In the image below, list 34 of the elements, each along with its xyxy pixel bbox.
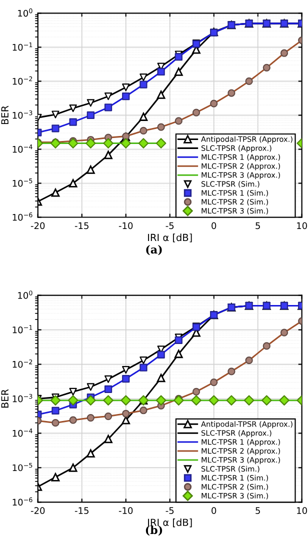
- y-tick-label: 10$^{−5}$: [12, 462, 32, 472]
- y-tick-label: 10$^{−5}$: [12, 178, 32, 187]
- x-tick-label: -5: [166, 507, 174, 514]
- x-tick-label: -20: [30, 222, 45, 230]
- y-tick-label: 10$^{−4}$: [12, 428, 32, 437]
- x-tick-label: 5: [256, 222, 260, 230]
- x-tick-label: 0: [212, 222, 216, 230]
- x-tick-label: 5: [256, 507, 260, 514]
- text: (a): [146, 244, 162, 256]
- x-tick-label: 10: [297, 507, 307, 514]
- text: (b): [146, 525, 162, 536]
- x-tick-label: -15: [74, 222, 88, 230]
- y-tick-label: 10$^{−3}$: [12, 110, 32, 119]
- x-tick-label: -20: [30, 507, 45, 514]
- y-tick-label: 10$^{0}$: [18, 8, 32, 17]
- y-tick-label: 10$^{−6}$: [12, 212, 32, 221]
- y-tick-label: 10$^{−4}$: [12, 144, 32, 153]
- x-tick-label: 0: [212, 507, 216, 514]
- x-tick-label: -10: [118, 222, 133, 230]
- y-axis-title: BER: [1, 106, 8, 124]
- y-tick-label: 10$^{−6}$: [12, 497, 32, 506]
- x-tick-label: -10: [118, 507, 133, 514]
- x-tick-label: 10: [297, 222, 307, 230]
- y-tick-label: 10$^{−3}$: [12, 394, 32, 402]
- x-tick-label: -15: [74, 507, 88, 514]
- y-tick-label: 10$^{0}$: [18, 290, 32, 299]
- y-tick-label: 10$^{−2}$: [12, 76, 32, 85]
- x-axis-title: IRI α [dB]: [148, 234, 192, 242]
- x-axis-title: IRI α [dB]: [148, 518, 192, 528]
- x-tick-label: -5: [166, 222, 174, 230]
- y-tick-label: 10$^{−1}$: [12, 42, 32, 51]
- y-axis-title: BER: [1, 389, 8, 408]
- y-tick-label: 10$^{−1}$: [12, 325, 32, 334]
- y-tick-label: 10$^{−2}$: [12, 360, 32, 368]
